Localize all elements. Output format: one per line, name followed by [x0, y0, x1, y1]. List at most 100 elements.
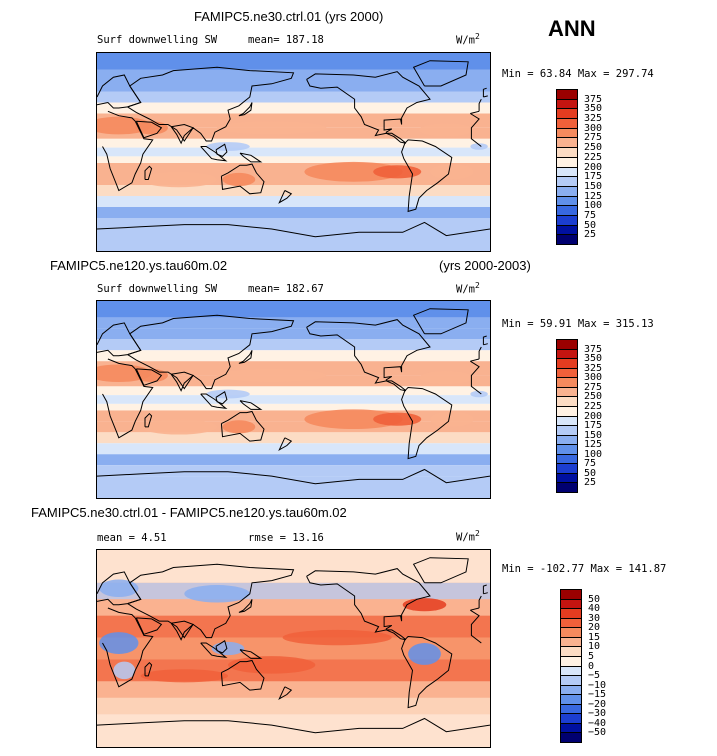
- panel1-minmax: Min = 63.84 Max = 297.74: [502, 68, 654, 80]
- colorbar-tick-label: 375: [584, 343, 603, 355]
- field-blob: [206, 142, 250, 151]
- field-blob: [304, 409, 403, 430]
- colorbar-tick-label: 325: [584, 113, 603, 125]
- field-band: [97, 465, 490, 477]
- coastline: [127, 563, 295, 639]
- field-band: [97, 218, 490, 229]
- colorbar-tick-label: 15: [588, 631, 601, 643]
- coastline: [386, 132, 407, 144]
- colorbar-tick-label: 50: [588, 593, 601, 605]
- colorbar-tick-label: 125: [584, 439, 603, 451]
- field-blob: [429, 411, 474, 427]
- coastline: [482, 335, 488, 346]
- coastline: [97, 221, 490, 238]
- coastline: [306, 319, 431, 384]
- coastline: [386, 629, 407, 641]
- field-blob: [222, 420, 256, 434]
- panel3-minmax: Min = -102.77 Max = 141.87: [502, 563, 667, 575]
- field-band: [97, 386, 490, 396]
- colorbar-tick-label: 100: [584, 200, 603, 212]
- colorbar-tick-label: 5: [588, 650, 595, 662]
- field-blob: [206, 389, 250, 399]
- panel1-mean: mean= 187.18: [248, 34, 324, 46]
- field-blob: [470, 143, 488, 150]
- field-blob: [113, 661, 136, 680]
- colorbar-swatch: [556, 482, 578, 493]
- coastline: [278, 686, 293, 700]
- colorbar-tick-label: −30: [588, 708, 607, 720]
- field-blob: [99, 632, 139, 654]
- coastline: [401, 139, 453, 213]
- colorbar-swatch: [560, 732, 582, 743]
- field-blob: [373, 412, 422, 426]
- colorbar-tick-label: 75: [584, 458, 597, 470]
- colorbar-tick-label: −40: [588, 717, 607, 729]
- field-band: [97, 69, 490, 81]
- panel3-units: W/m2: [456, 529, 480, 544]
- coastline: [482, 87, 488, 98]
- coastline: [127, 66, 295, 142]
- panel2-map: [96, 300, 491, 499]
- coastline: [102, 110, 482, 192]
- field-blob: [222, 172, 256, 187]
- colorbar-tick-label: 150: [584, 429, 603, 441]
- coastline: [200, 393, 228, 410]
- coastline: [482, 584, 488, 595]
- colorbar-tick-label: 225: [584, 400, 603, 412]
- field-band: [97, 229, 490, 251]
- field-blob: [184, 585, 250, 603]
- coastline: [102, 358, 482, 439]
- panel2-colorbar: 375 350 325 300 275 250 225 200 175 150 125 100 75 50…: [556, 339, 616, 493]
- field-band: [97, 102, 490, 114]
- field-band: [97, 113, 490, 128]
- colorbar-tick-label: 40: [588, 603, 601, 615]
- field-band: [97, 395, 490, 404]
- colorbar-tick-label: 25: [584, 477, 597, 489]
- field-band: [97, 454, 490, 466]
- field-band: [97, 328, 490, 340]
- colorbar-tick-label: 175: [584, 171, 603, 183]
- field-band: [97, 301, 490, 318]
- field-band: [97, 599, 490, 616]
- coastline: [215, 391, 228, 405]
- field-blob: [140, 419, 218, 435]
- field-blob: [402, 598, 447, 612]
- field-blob: [135, 368, 168, 382]
- colorbar-tick-label: 200: [584, 410, 603, 422]
- field-band: [97, 174, 490, 185]
- colorbar-tick-label: −20: [588, 698, 607, 710]
- field-blob: [282, 629, 392, 646]
- field-band: [97, 317, 490, 329]
- colorbar-tick-label: 150: [584, 180, 603, 192]
- coastline: [135, 617, 163, 635]
- field-band: [97, 421, 490, 433]
- coastline: [170, 620, 195, 641]
- panel1-map: [96, 52, 491, 252]
- colorbar-tick-label: 275: [584, 132, 603, 144]
- map-field: [97, 53, 490, 251]
- panel1-variable: Surf downwelling SW: [97, 34, 218, 46]
- coastline: [238, 599, 253, 613]
- coastline: [200, 146, 228, 162]
- field-band: [97, 147, 490, 157]
- coastline: [306, 568, 431, 633]
- field-blob: [228, 656, 316, 674]
- panel3-rmse: rmse = 13.16: [248, 532, 324, 544]
- colorbar-tick-label: 25: [584, 229, 597, 241]
- colorbar-tick-label: 10: [588, 641, 601, 653]
- field-band: [97, 196, 490, 207]
- colorbar-tick-label: 225: [584, 151, 603, 163]
- coastline: [401, 386, 453, 460]
- field-blob: [429, 164, 474, 180]
- coastline: [306, 71, 431, 137]
- coastline: [200, 642, 228, 659]
- panel2-variable: Surf downwelling SW: [97, 283, 218, 295]
- panel2-years: (yrs 2000-2003): [439, 258, 531, 273]
- field-blob: [217, 368, 327, 382]
- field-band: [97, 163, 490, 174]
- season-label: ANN: [548, 16, 596, 41]
- field-band: [97, 361, 490, 376]
- panel3-map: [96, 549, 491, 748]
- panel2-case-title: FAMIPC5.ne120.ys.tau60m.02: [50, 258, 228, 273]
- coastline: [412, 308, 469, 335]
